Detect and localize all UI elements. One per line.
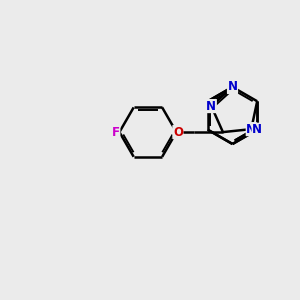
Text: N: N — [246, 123, 256, 136]
Text: F: F — [112, 126, 120, 139]
Text: O: O — [173, 126, 183, 139]
Text: N: N — [206, 100, 216, 112]
Text: N: N — [252, 123, 262, 136]
Text: N: N — [227, 80, 238, 94]
